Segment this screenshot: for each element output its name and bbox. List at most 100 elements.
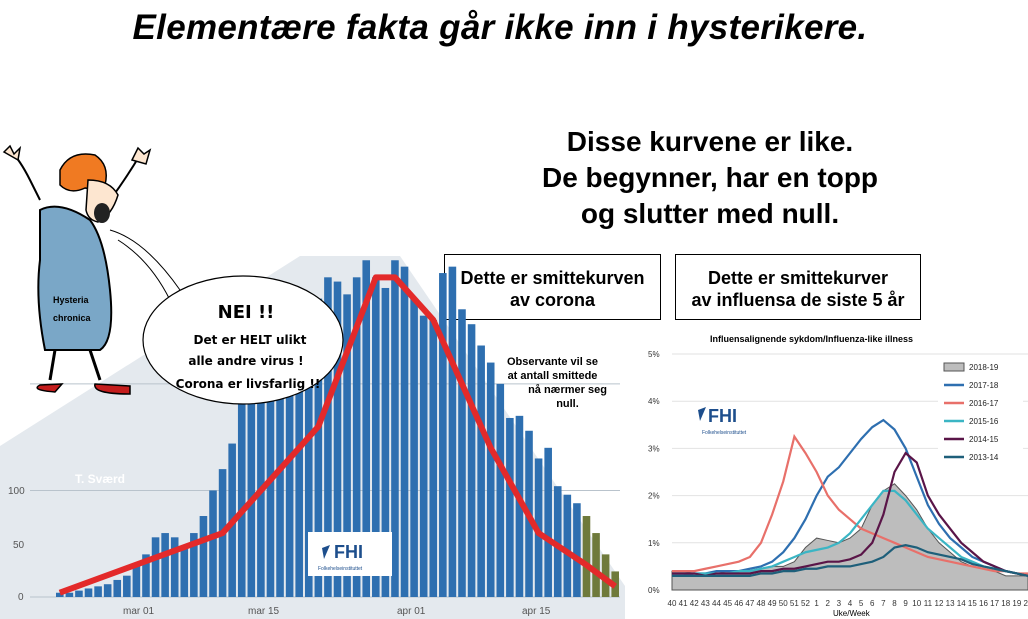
corona-fhi-logo: FHI Folkehelseinstituttet [308,532,392,576]
corona-bar [544,447,552,597]
flu-legend-label: 2016-17 [969,399,999,408]
corona-bar [142,554,150,597]
corona-caption-box: Dette er smittekurven av corona [444,254,661,320]
flu-xtick: 47 [745,599,754,608]
claim-line-1: Disse kurvene er like. [566,126,854,157]
flu-xtick: 12 [935,599,944,608]
corona-bar [237,383,246,597]
corona-bar [343,294,351,597]
flu-xtick: 46 [734,599,743,608]
corona-bar [563,494,572,597]
flu-fhi-logo: FHI Folkehelseinstituttet [698,406,747,436]
corona-bar [352,277,361,597]
corona-bar [506,417,514,597]
corona-bar [592,533,600,597]
corona-bar [333,281,342,597]
flu-ytick: 5% [648,350,660,359]
flu-legend-label: 2013-14 [969,453,999,462]
corona-bar [75,590,83,597]
corona-bar [276,330,284,597]
flu-xtick: 10 [912,599,921,608]
flu-legend-swatch [943,362,965,372]
flu-caption-line-2: av influensa de siste 5 år [691,290,905,310]
corona-xtick-apr01: apr 01 [397,606,426,617]
hysteria-label-line-1: Hysteria [53,295,90,305]
flu-xtick: 18 [1001,599,1010,608]
corona-bar [400,266,409,597]
corona-bar [582,516,591,597]
flu-xtick: 4 [848,599,853,608]
flu-x-label: Uke/Week [833,609,871,618]
corona-xtick-mar01: mar 01 [123,606,155,617]
flu-series-line [672,433,1028,575]
flu-xtick: 48 [757,599,766,608]
flu-xtick: 14 [957,599,966,608]
flu-ytick: 3% [648,444,660,453]
page-title: Elementære fakta går ikke inn i hysterik… [132,8,868,47]
flu-xtick: 44 [712,599,721,608]
flu-legend-background [938,358,1023,462]
flu-legend: 2018-19 2017-18 2016-17 2015-16 2014-15 2013-… [938,358,1023,462]
flu-xtick: 40 [668,599,677,608]
bubble-line-2: Det er HELT ulikt [194,333,307,347]
flu-ytick: 4% [648,397,660,406]
observation-line-4: null. [556,398,579,410]
flu-xtick: 43 [701,599,710,608]
corona-bar [247,341,256,597]
flu-ytick: 0% [648,586,660,595]
corona-trend-line [58,274,617,596]
flu-xtick: 7 [881,599,886,608]
flu-xtick: 5 [859,599,864,608]
observation-line-2: at antall smittede [507,370,598,382]
corona-bar [486,362,495,597]
corona-x-axis: mar 01 mar 15 apr 01 apr 15 [123,606,551,617]
corona-logo-text: FHI [334,542,363,562]
corona-bar [199,516,208,597]
corona-bar [381,287,390,597]
corona-bar [170,537,179,597]
claim-text: Disse kurvene er like. De begynner, har … [500,124,920,232]
flu-xtick: 11 [924,599,933,608]
flu-xtick: 1 [814,599,819,608]
corona-ytick-0: 0 [18,592,24,603]
flu-xtick: 20 [1024,599,1028,608]
corona-bar [477,345,485,597]
observation-note: Observante vil se at antall smittede nå … [490,355,615,411]
corona-bar [439,273,447,597]
hysteria-figure-illustration [2,144,181,395]
watermark-text: T. Sværd [75,472,125,486]
flu-caption-box: Dette er smittekurver av influensa de si… [675,254,921,320]
corona-xtick-mar15: mar 15 [248,606,280,617]
flu-xtick: 13 [946,599,955,608]
flu-xtick: 50 [779,599,788,608]
corona-bar [190,533,198,597]
bubble-line-3: alle andre virus ! [188,354,303,368]
flu-ytick: 2% [648,492,660,501]
corona-bar [266,319,275,597]
bubble-line-4: Corona er livsfarlig !! [176,377,321,391]
flu-legend-label: 2018-19 [969,363,999,372]
flu-xtick: 42 [690,599,699,608]
flu-xtick: 15 [968,599,977,608]
flu-xtick: 2 [826,599,831,608]
flu-xtick: 51 [790,599,799,608]
flu-xtick: 9 [903,599,908,608]
corona-bar [56,592,64,597]
flu-xtick: 17 [990,599,999,608]
flu-chart-title: Influensalignende sykdom/Influenza-like … [710,334,913,344]
claim-line-3: og slutter med null. [580,198,840,229]
flu-caption-line-1: Dette er smittekurver [707,268,889,288]
corona-caption-line-2: av corona [509,290,596,310]
corona-logo-background [308,532,392,576]
observation-line-1: Observante vil se [506,356,599,368]
flu-logo-text: FHI [708,406,737,426]
corona-bar [362,260,371,597]
speech-bubble [142,275,344,405]
hysteria-cartoon: Hysteria chronica NEI !! Det er HELT uli… [2,144,344,405]
corona-bar [304,330,313,597]
corona-ytick-100: 100 [8,486,25,497]
flu-xtick: 16 [979,599,988,608]
corona-bar [391,260,399,597]
flu-xtick: 41 [679,599,688,608]
corona-xtick-apr15: apr 15 [522,606,551,617]
